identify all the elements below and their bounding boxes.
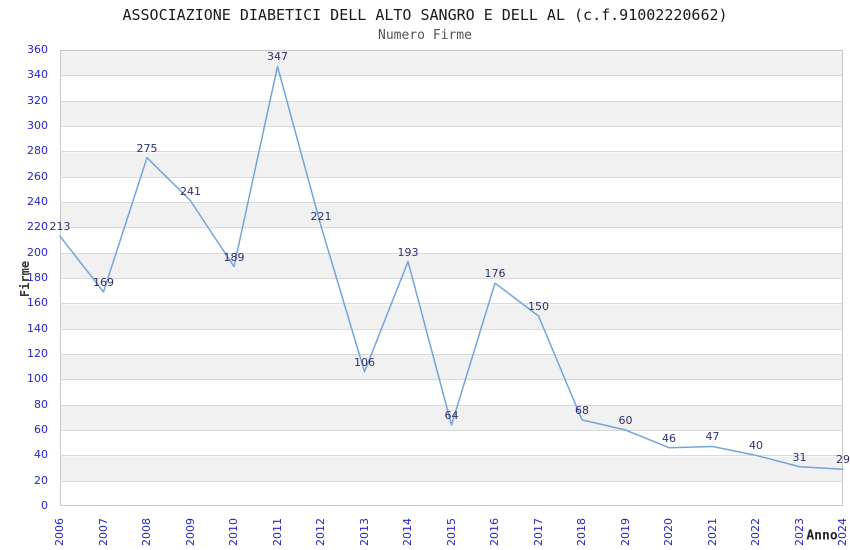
y-tick-label: 80 [34,397,48,411]
y-tick-label: 140 [27,321,48,335]
data-label: 47 [705,430,720,444]
series-line [59,65,844,471]
data-label: 275 [136,141,158,155]
data-label: 213 [49,220,71,234]
y-tick-label: 40 [34,448,48,462]
gridline [60,404,843,406]
gridline [60,227,843,229]
data-label: 189 [223,250,245,264]
y-tick-label: 240 [27,195,48,208]
x-tick-label: 2009 [183,518,197,546]
y-tick-label: 100 [27,372,48,386]
x-tick-label: 2010 [227,518,240,546]
gridline [60,430,843,431]
y-tick-label: 280 [27,144,48,158]
x-tick-label: 2012 [314,518,327,546]
gridline [60,151,843,153]
data-label: 64 [444,408,459,422]
data-label: 150 [528,300,549,313]
y-tick-label: 180 [27,271,48,284]
gridline [60,126,843,127]
series-line-layer [59,65,844,471]
y-tick-label: 60 [34,423,48,436]
y-tick-label: 220 [27,220,48,234]
gridline [60,100,843,102]
data-label: 347 [267,50,288,64]
gridline [60,379,843,381]
data-label: 31 [792,450,807,464]
data-label: 221 [310,210,332,224]
y-tick-label: 260 [27,169,48,183]
y-tick-label: 320 [27,93,48,107]
data-label: 68 [575,403,589,417]
x-tick-label: 2023 [792,518,806,546]
x-tick-label: 2024 [836,518,849,546]
chart-title: ASSOCIAZIONE DIABETICI DELL ALTO SANGRO … [122,6,728,24]
gridline [60,354,843,355]
y-tick-label: 20 [34,473,48,487]
gridline [60,176,843,178]
data-label: 106 [354,355,375,369]
x-tick-label: 2008 [140,518,153,546]
x-tick-label: 2019 [618,518,632,546]
gridline [60,480,843,482]
y-tick-label: 360 [27,43,48,56]
x-tick-label: 2017 [531,518,545,546]
gridline [60,202,843,203]
x-tick-label: 2020 [662,518,675,546]
x-tick-label: 2015 [444,518,458,546]
data-label: 176 [484,267,506,281]
gridline [60,303,843,305]
data-label: 193 [397,245,419,259]
x-tick-label: 2013 [357,518,371,546]
y-tick-label: 200 [27,245,48,259]
x-tick-label: 2021 [705,518,719,546]
x-tick-label: 2007 [96,518,110,546]
gridline [60,252,843,254]
y-tick-label: 0 [41,499,48,512]
gridline [60,455,843,457]
x-axis-title: Anno [806,528,838,544]
x-tick-label: 2011 [270,518,284,546]
x-tick-label: 2006 [53,518,66,546]
gridline [60,278,843,279]
gridline [60,328,843,330]
data-label: 29 [836,453,850,467]
data-label: 60 [618,414,633,427]
y-tick-label: 340 [27,68,48,82]
data-label: 169 [93,275,114,289]
y-tick-label: 160 [27,296,48,310]
y-tick-label: 300 [27,119,48,132]
gridline [60,75,843,77]
x-tick-label: 2014 [401,518,414,546]
data-label: 46 [662,431,676,445]
chart-subtitle: Numero Firme [378,28,472,43]
data-label: 40 [749,439,763,453]
x-tick-label: 2018 [575,518,588,546]
data-label: 241 [180,184,201,198]
y-tick-label: 120 [27,347,48,360]
x-tick-label: 2022 [749,518,762,546]
x-tick-label: 2016 [488,518,501,546]
